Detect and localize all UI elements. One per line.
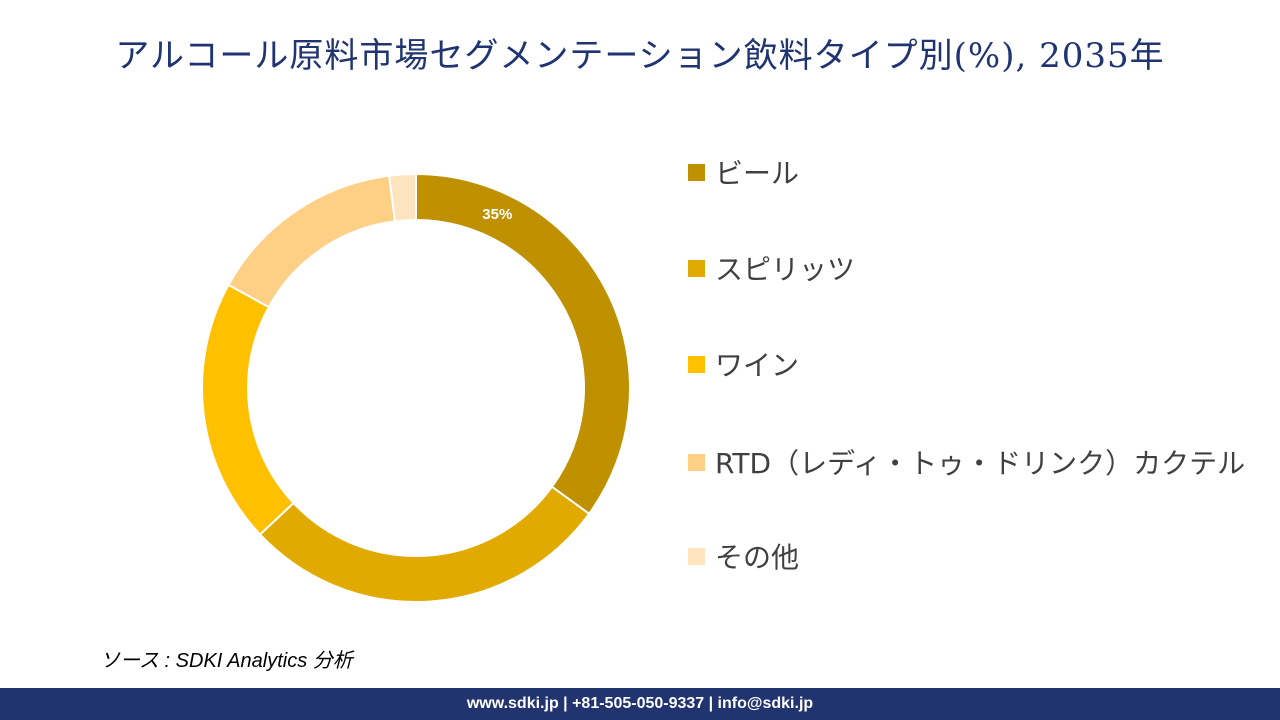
donut-slice-5	[388, 172, 417, 223]
legend-swatch	[688, 454, 705, 471]
legend-label: RTD（レディ・トゥ・ドリンク）カクテル	[715, 447, 1246, 480]
data-label-1: 35%	[482, 206, 512, 223]
legend-swatch	[688, 356, 705, 373]
source-note: ソース : SDKI Analytics 分析	[100, 650, 353, 672]
legend-label: ビール	[715, 157, 800, 190]
legend-item-5: その他	[688, 534, 1255, 582]
donut-slice-1	[415, 172, 631, 516]
legend-label: ワイン	[715, 349, 800, 382]
legend-swatch	[688, 548, 705, 565]
legend-item-1: ビール	[688, 150, 1255, 198]
donut-slice-3	[201, 283, 295, 536]
legend-item-2: スピリッツ	[688, 246, 1255, 294]
legend-label: スピリッツ	[715, 253, 856, 286]
footer-contact-bar: www.sdki.jp | +81-505-050-9337 | info@sd…	[0, 688, 1280, 720]
donut-slice-2	[258, 485, 591, 603]
chart-title: アルコール原料市場セグメンテーション飲料タイプ別(%), 2035年	[115, 36, 1165, 76]
donut-slice-4	[227, 174, 397, 309]
legend-item-3: ワイン	[688, 342, 1255, 390]
legend-item-4: RTD（レディ・トゥ・ドリンク）カクテル	[688, 440, 1255, 488]
legend-swatch	[688, 164, 705, 181]
legend-swatch	[688, 260, 705, 277]
legend-label: その他	[715, 541, 800, 574]
